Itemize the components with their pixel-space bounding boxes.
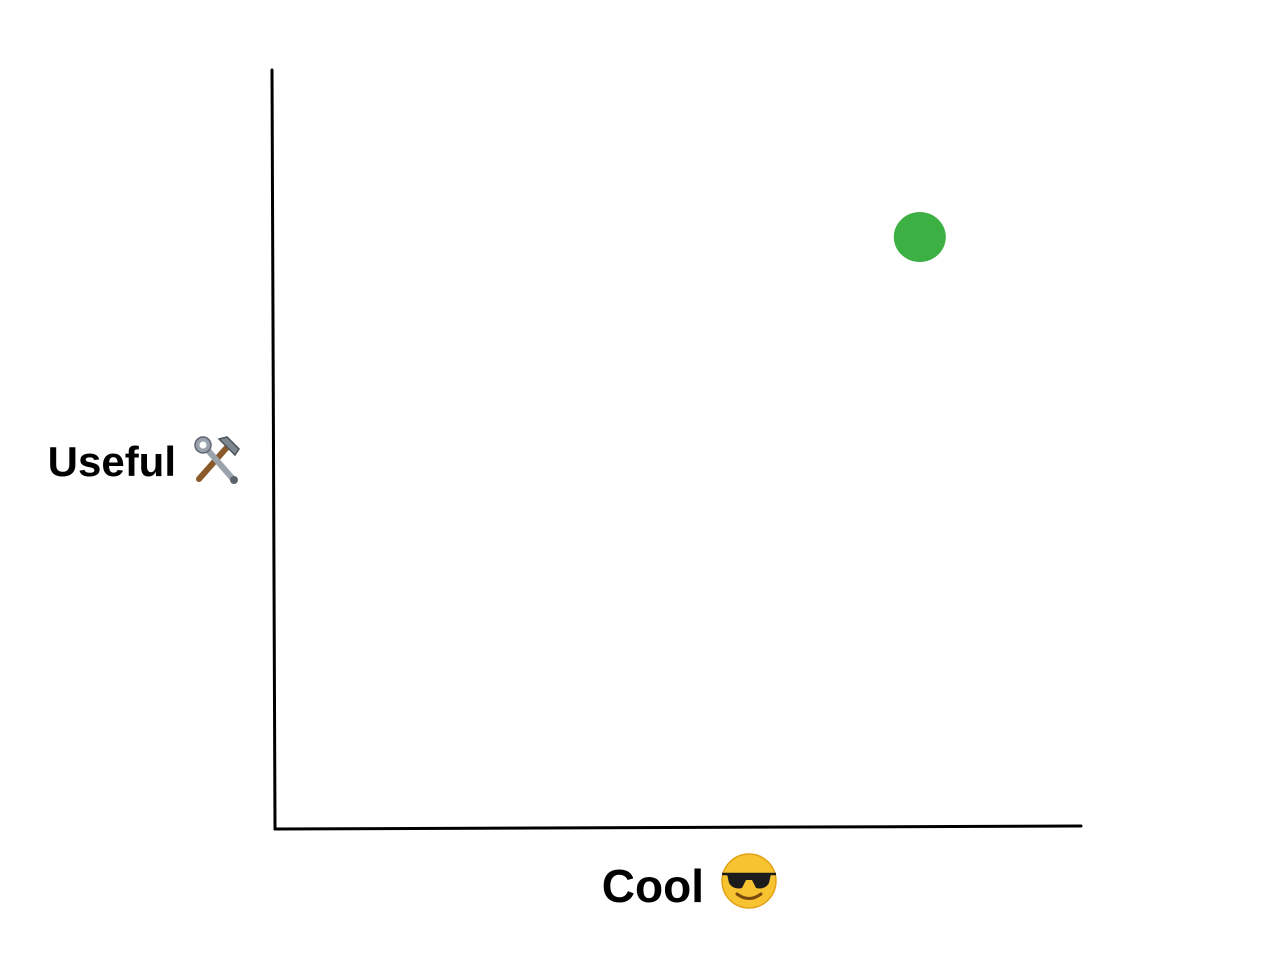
data-point bbox=[893, 212, 946, 262]
x-axis-label-group: Cool bbox=[602, 853, 777, 912]
y-axis-label-group: Useful bbox=[48, 436, 240, 485]
sunglasses-face-icon bbox=[721, 853, 777, 909]
x-axis-line bbox=[273, 824, 1083, 831]
y-axis-label: Useful bbox=[48, 438, 176, 485]
hammer-and-wrench-icon bbox=[194, 436, 240, 484]
points-layer bbox=[893, 212, 946, 262]
y-axis-line bbox=[270, 68, 277, 831]
x-axis-label: Cool bbox=[602, 860, 704, 912]
